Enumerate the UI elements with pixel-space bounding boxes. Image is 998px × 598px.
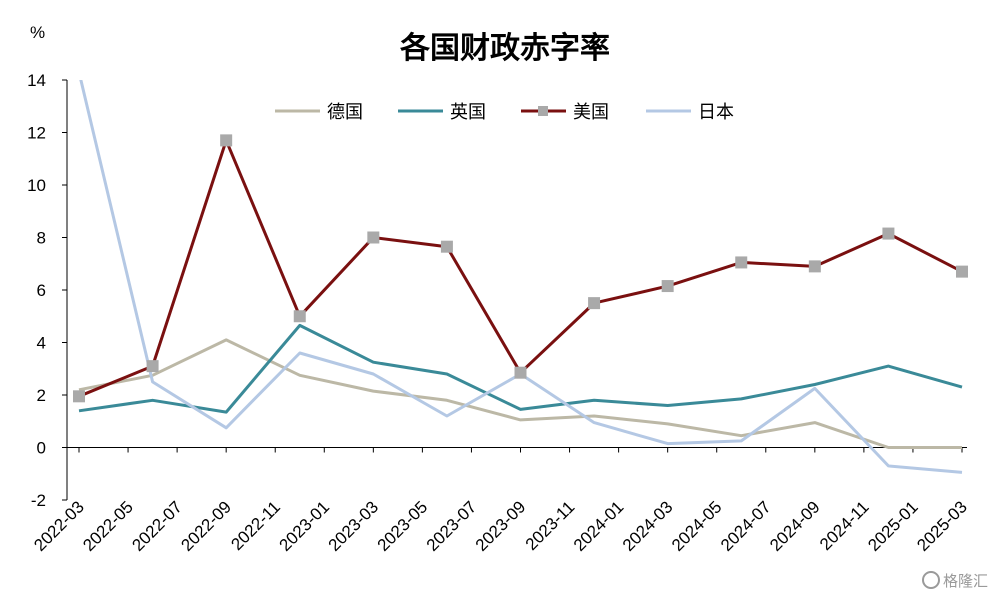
series-marker-美国 — [293, 310, 306, 323]
legend-label-英国: 英国 — [450, 102, 486, 123]
x-tick-label: 2025-01 — [864, 497, 922, 555]
y-tick-label: 2 — [37, 386, 46, 405]
series-marker-美国 — [514, 366, 527, 379]
x-tick-label: 2023-07 — [423, 497, 481, 555]
legend-label-德国: 德国 — [327, 102, 363, 123]
legend: 德国 英国 美国 日本 — [275, 102, 734, 123]
x-tick-label: 2024-09 — [766, 497, 824, 555]
x-tick-label: 2022-07 — [128, 497, 186, 555]
series-marker-美国 — [220, 134, 233, 147]
series-line-美国 — [78, 138, 963, 398]
y-tick-label: 14 — [27, 71, 46, 90]
legend-marker-美国 — [538, 106, 548, 116]
watermark-logo-icon — [922, 571, 940, 589]
series-line-日本 — [79, 80, 963, 474]
x-tick-label: 2023-01 — [276, 497, 334, 555]
series-marker-美国 — [735, 256, 748, 269]
x-tick-label: 2023-11 — [522, 497, 579, 554]
x-tick-label: 2023-05 — [374, 497, 432, 555]
x-tick-label: 2023-09 — [472, 497, 530, 555]
x-tick-label: 2022-05 — [79, 497, 137, 555]
series-marker-美国 — [808, 260, 821, 273]
y-tick-label: 0 — [37, 439, 46, 458]
series-markers — [73, 134, 968, 403]
y-tick-label: 4 — [37, 334, 46, 353]
x-tick-label: 2024-11 — [816, 497, 873, 554]
series-line-英国 — [78, 323, 963, 414]
y-tick-label: 12 — [27, 124, 46, 143]
y-tick-label: 6 — [37, 281, 46, 300]
x-tick-label: 2024-03 — [619, 497, 677, 555]
watermark: 格隆汇 — [922, 571, 988, 590]
series-marker-美国 — [367, 231, 380, 244]
y-tick-label: 10 — [27, 176, 46, 195]
series-marker-美国 — [146, 360, 159, 373]
x-tick-label: 2024-05 — [668, 497, 726, 555]
series-marker-美国 — [440, 240, 453, 253]
series-marker-美国 — [588, 297, 601, 310]
x-tick-label: 2022-09 — [177, 497, 235, 555]
watermark-text: 格隆汇 — [943, 572, 988, 590]
legend-label-美国: 美国 — [573, 102, 609, 123]
series-marker-美国 — [956, 265, 968, 278]
series-marker-美国 — [73, 390, 85, 403]
series-lines — [78, 80, 963, 474]
x-tick-label: 2024-07 — [717, 497, 775, 555]
y-tick-label: -2 — [31, 491, 46, 510]
x-tick-label: 2024-01 — [570, 497, 628, 555]
y-tick-label: 8 — [37, 229, 46, 248]
chart-title: 各国财政赤字率 — [399, 31, 610, 66]
series-marker-美国 — [882, 227, 895, 240]
series-line-德国 — [78, 338, 962, 449]
legend-label-日本: 日本 — [698, 102, 734, 123]
series-marker-美国 — [661, 280, 674, 293]
x-tick-label: 2025-03 — [913, 497, 971, 555]
x-tick-label: 2022-11 — [227, 497, 284, 554]
y-axis-unit: % — [30, 23, 45, 42]
x-tick-label: 2023-03 — [325, 497, 383, 555]
